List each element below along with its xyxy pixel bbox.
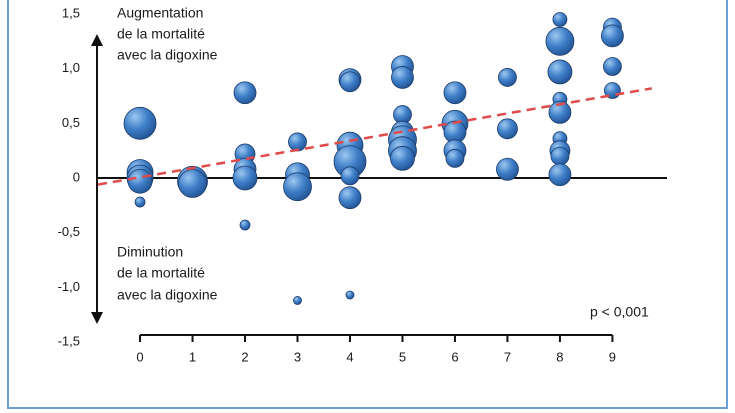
- bubble: [545, 26, 575, 56]
- bubble: [293, 296, 302, 305]
- bubble: [340, 166, 360, 186]
- annotation: Diminution: [117, 244, 183, 260]
- bubble: [496, 157, 519, 181]
- bubble: [497, 118, 518, 140]
- x-tick-label: 1: [189, 349, 196, 364]
- bubble: [391, 66, 414, 89]
- bubble: [552, 12, 568, 27]
- annotation: de la mortalité: [117, 265, 205, 281]
- x-tick-label: 6: [451, 349, 458, 364]
- bubble: [288, 132, 307, 152]
- bubble: [232, 165, 258, 191]
- bubble: [338, 186, 362, 210]
- y-tick-label: 0: [73, 169, 80, 184]
- x-tick-label: 5: [399, 349, 406, 364]
- x-tick-label: 9: [609, 349, 616, 364]
- bubble: [548, 101, 572, 124]
- y-tick-label: -1,5: [58, 333, 80, 348]
- bubble: [547, 59, 573, 85]
- annotation: de la mortalité: [117, 26, 205, 42]
- x-tick-label: 7: [504, 349, 511, 364]
- bubble: [390, 145, 415, 171]
- bubble: [601, 24, 624, 48]
- x-tick-label: 3: [294, 349, 301, 364]
- x-tick-label: 4: [346, 349, 353, 364]
- x-tick-label: 2: [241, 349, 248, 364]
- annotation: avec la digoxine: [117, 47, 218, 63]
- frame: [7, 0, 728, 409]
- x-tick-label: 0: [136, 349, 143, 364]
- bubble: [127, 168, 153, 194]
- y-tick-label: 1,0: [62, 60, 80, 75]
- bubble: [123, 106, 157, 140]
- bubble: [233, 81, 257, 105]
- annotation: avec la digoxine: [117, 287, 218, 303]
- bubble: [443, 81, 467, 105]
- bubble: [345, 290, 355, 300]
- y-tick-label: 1,5: [62, 5, 80, 20]
- bubble: [550, 146, 570, 166]
- bubble: [603, 57, 622, 76]
- annotation: Augmentation: [117, 5, 203, 21]
- bubble: [283, 172, 312, 202]
- y-tick-label: -0,5: [58, 224, 80, 239]
- bubble: [445, 148, 465, 168]
- bubble: [134, 196, 146, 208]
- bubble: [339, 71, 361, 93]
- y-tick-label: 0,5: [62, 115, 80, 130]
- bubble: [548, 163, 572, 187]
- bubble: [239, 219, 251, 231]
- x-tick-label: 8: [556, 349, 563, 364]
- trend-line: [97, 87, 652, 186]
- bubble: [178, 169, 207, 198]
- annotation: p < 0,001: [590, 304, 649, 320]
- y-tick-label: -1,0: [58, 279, 80, 294]
- bubble: [498, 68, 517, 87]
